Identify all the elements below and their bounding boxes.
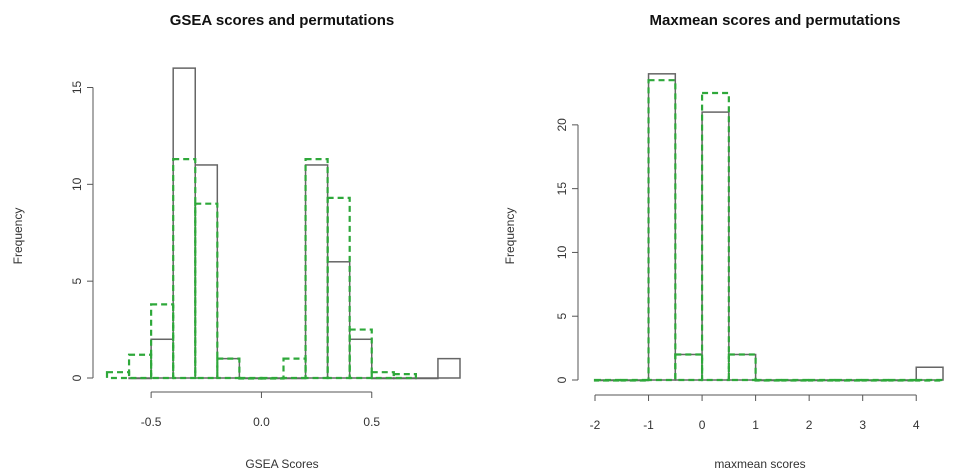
gsea-permutation-bar [194,202,219,380]
gsea-permutation-bar [370,371,395,380]
maxmean-permutation-bar [727,353,757,382]
maxmean-histogram-panel: Maxmean scores and permutations maxmean … [503,12,945,471]
maxmean-y-tick-label: 15 [555,182,569,196]
maxmean-y-axis-label: Frequency [503,208,517,265]
gsea-permutation-bar [260,376,285,380]
gsea-observed-bar [150,338,174,379]
maxmean-permutation-bar [754,378,784,382]
gsea-observed-bar [216,357,241,379]
maxmean-chart-title: Maxmean scores and permutations [650,12,901,29]
gsea-x-tick-label: -0.5 [141,415,162,429]
maxmean-y-tick-label: 5 [555,313,569,320]
gsea-observed-bar [437,357,461,379]
gsea-x-tick-label: 0.5 [363,415,380,429]
gsea-observed-bar [304,164,329,379]
maxmean-x-tick-label: 1 [752,418,759,432]
maxmean-x-axis-label: maxmean scores [714,457,805,471]
maxmean-observed-bar [647,73,677,381]
gsea-y-tick-label: 10 [70,177,84,191]
maxmean-permutation-bar [808,378,838,382]
gsea-observed-bar [194,164,219,379]
maxmean-observed-bar [701,111,730,381]
maxmean-permutation-bar [700,91,730,382]
gsea-y-tick-label: 0 [70,374,84,381]
maxmean-x-tick-label: -1 [643,418,654,432]
gsea-y-tick-label: 5 [70,278,84,285]
maxmean-permutation-bar [620,378,650,382]
maxmean-x-tick-label: 0 [699,418,706,432]
gsea-permutation-bar [392,373,417,380]
maxmean-observed-bar [674,353,703,381]
maxmean-permutation-bar [674,353,704,382]
gsea-observed-bar [415,377,439,380]
maxmean-permutation-bar [593,378,623,382]
maxmean-x-tick-label: 2 [806,418,813,432]
gsea-observed-bar [172,67,196,379]
gsea-permutation-bar [238,376,263,380]
gsea-y-tick-label: 15 [70,80,84,94]
maxmean-x-tick-label: 4 [913,418,920,432]
gsea-observed-bar [326,261,351,379]
maxmean-permutation-bar [781,378,811,382]
maxmean-permutation-bar [834,378,864,382]
maxmean-observed-bar [915,366,944,381]
gsea-permutation-bar [150,303,175,380]
gsea-x-tick-label: 0.0 [253,415,270,429]
gsea-permutation-bar [127,353,153,380]
gsea-histogram-panel: GSEA scores and permutations GSEA Scores… [11,12,461,471]
maxmean-x-tick-label: 3 [859,418,866,432]
gsea-permutation-bar [348,328,373,380]
gsea-permutation-bar [282,357,307,380]
gsea-x-axis-label: GSEA Scores [245,457,318,471]
maxmean-permutation-bar [915,378,945,382]
maxmean-y-tick-label: 0 [555,376,569,383]
maxmean-permutation-bar [647,79,677,382]
gsea-permutation-bar [326,196,351,380]
maxmean-permutation-bar [861,378,891,382]
gsea-y-axis-label: Frequency [11,208,25,265]
gsea-permutation-bar [216,357,241,380]
gsea-chart-title: GSEA scores and permutations [170,12,395,29]
maxmean-y-tick-label: 10 [555,245,569,259]
maxmean-x-tick-label: -2 [590,418,601,432]
maxmean-permutation-bar [888,378,918,382]
maxmean-observed-bar [728,353,757,381]
gsea-permutation-bar [105,371,131,380]
gsea-permutation-bar [172,158,197,380]
gsea-observed-bar [348,338,373,379]
maxmean-y-tick-label: 20 [555,118,569,132]
